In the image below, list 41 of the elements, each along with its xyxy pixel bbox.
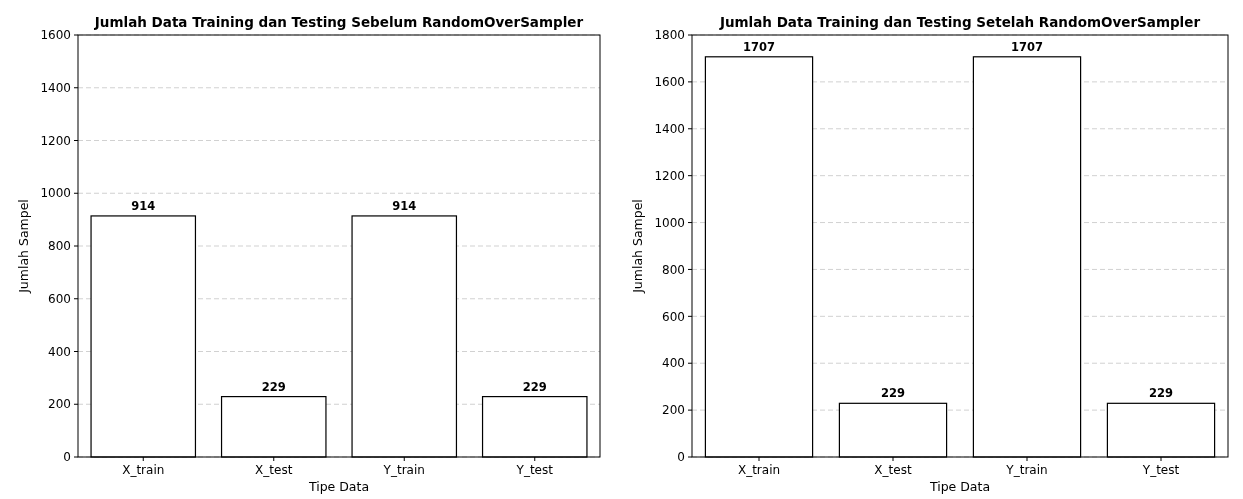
y-tick-label: 1400 [40,80,71,95]
y-tick-label: 1200 [40,133,71,148]
x-axis-title: Tipe Data [307,479,370,494]
y-tick-label: 1600 [40,28,71,43]
data-label: 229 [1148,386,1174,401]
y-tick-label: 0 [63,450,71,465]
x-axis-title: Tipe Data [928,479,991,494]
chart-title: Jumlah Data Training dan Testing Sebelum RandomOverSampler [93,14,584,30]
y-axis-title: Jumlah Sampel [16,199,31,294]
data-label: 229 [522,379,547,394]
data-label: 914 [131,198,156,213]
x-tick-label: X_test [255,463,293,477]
y-tick-label: 1200 [654,168,685,183]
y-tick-label: 1400 [654,121,685,136]
data-label: 1707 [1010,39,1044,54]
x-tick-label: Y_test [515,463,554,477]
data-label: 914 [392,198,417,213]
y-tick-label: 400 [48,344,71,359]
data-label: 229 [261,379,286,394]
x-tick-label: X_train [737,463,781,477]
x-tick-label: Y_train [1005,463,1048,477]
y-tick-label: 600 [662,309,685,324]
y-tick-label: 600 [48,291,71,306]
y-axis-title: Jumlah Sampel [630,199,645,294]
y-tick-label: 1800 [654,28,685,43]
x-tick-label: X_test [874,463,912,477]
y-tick-label: 1000 [654,215,685,230]
y-tick-label: 800 [662,262,685,277]
y-tick-label: 0 [677,450,685,465]
x-tick-label: X_train [122,463,165,477]
y-tick-label: 400 [662,356,685,371]
y-tick-label: 200 [662,403,685,418]
y-tick-label: 200 [48,397,71,412]
data-label: 1707 [742,39,776,54]
x-tick-label: Y_train [382,463,425,477]
y-tick-label: 800 [48,239,71,254]
x-tick-label: Y_test [1141,463,1180,477]
data-label: 229 [880,386,906,401]
y-tick-label: 1000 [40,186,71,201]
chart-title: Jumlah Data Training dan Testing Setelah RandomOverSampler [718,14,1201,30]
y-tick-label: 1600 [654,75,685,90]
